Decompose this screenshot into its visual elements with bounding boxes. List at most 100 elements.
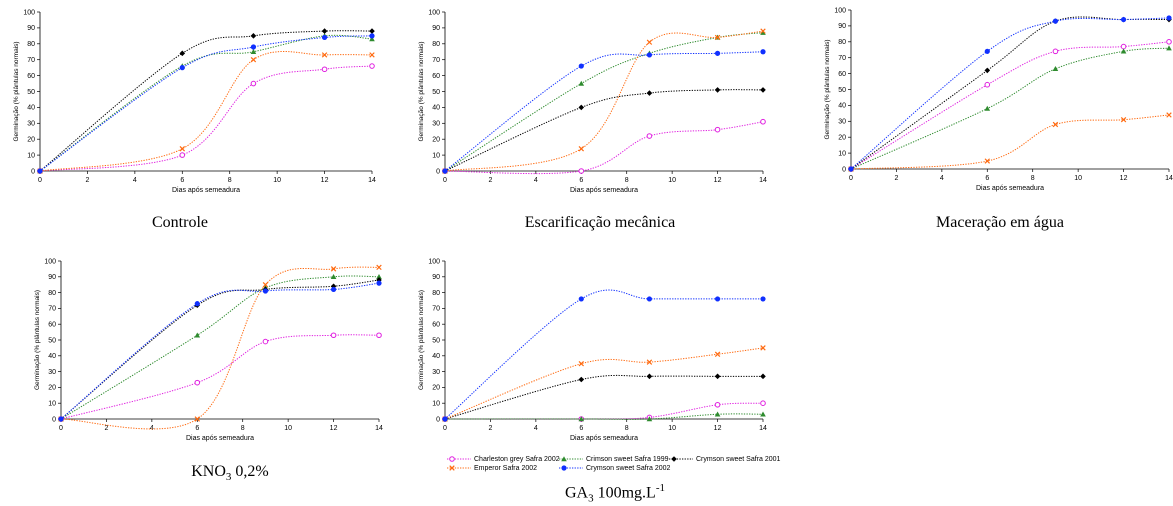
chart-3-series-4-point-3 <box>330 286 337 293</box>
chart-3-series-4-point-0 <box>58 416 64 422</box>
chart-2-ytick-label-7: 70 <box>838 55 846 62</box>
chart-4-ytick-label-1: 10 <box>432 401 440 408</box>
chart-4-series-4-line <box>444 289 763 420</box>
chart-2-series-0-point-3 <box>1120 43 1127 50</box>
chart-4-xtick-label-4: 8 <box>625 425 629 432</box>
chart-0-series-3-point-3 <box>321 52 328 58</box>
chart-0-series-4-point-1 <box>179 65 185 71</box>
chart-0-ytick-label-2: 20 <box>27 137 35 144</box>
chart-1-xlabel: Dias após semeadura <box>570 187 638 194</box>
chart-4-series-0-point-4 <box>760 400 766 407</box>
caption-ga3: GA3 100mg.L-1 <box>530 482 700 505</box>
chart-1-series-4-point-4 <box>760 49 766 55</box>
chart-3-ytick-label-3: 30 <box>48 369 56 376</box>
chart-4-series-2-point-2 <box>646 373 653 380</box>
chart-2-xtick-label-6: 12 <box>1120 175 1128 182</box>
chart-3-xtick-label-3: 6 <box>195 425 199 432</box>
chart-4-xtick-label-0: 0 <box>443 425 447 432</box>
chart-0-series-4-line <box>39 35 373 172</box>
chart-0-series-3-point-2 <box>250 56 257 63</box>
chart-1-ytick-label-8: 80 <box>432 41 440 48</box>
chart-3-series-1-line <box>60 275 380 420</box>
chart-3-xtick-label-5: 10 <box>284 425 292 432</box>
chart-4-series-3-point-4 <box>760 345 766 351</box>
chart-1-series-4-point-3 <box>714 50 721 56</box>
chart-3-series-3-point-1 <box>194 416 201 422</box>
chart-2-series-4-point-0 <box>848 166 854 172</box>
chart-2-series-2-line <box>850 16 1170 170</box>
chart-3-series-1-point-1 <box>194 332 201 338</box>
chart-4-series-4-point-2 <box>646 296 653 302</box>
chart-3-series-0-point-1 <box>194 379 201 386</box>
legend-marker-1 <box>559 456 583 462</box>
chart-3-xlabel: Dias após semeadura <box>186 435 254 442</box>
chart-0-series-1-point-2 <box>250 48 257 54</box>
chart-1-series-0-point-4 <box>760 118 766 125</box>
chart-1-series-2-point-4 <box>760 87 766 93</box>
chart-0-xtick-label-7: 14 <box>368 177 376 184</box>
chart-4-series-1-point-2 <box>646 416 653 422</box>
chart-0-series-4-point-0 <box>37 168 43 174</box>
legend-label-0: Charleston grey Safra 2002 <box>474 455 560 463</box>
chart-0-series-2-line <box>39 30 373 172</box>
chart-1-series-0-point-1 <box>578 168 585 174</box>
caption-controle: Controle <box>152 214 208 231</box>
legend-symbol-3 <box>449 465 455 471</box>
chart-4-series-3-point-2 <box>646 359 653 365</box>
chart-0-series-2-point-4 <box>369 28 375 34</box>
chart-2-xtick-label-7: 14 <box>1165 175 1173 182</box>
legend-item-4: Crymson sweet Safra 2002 <box>558 464 670 472</box>
chart-2-series-4-point-1 <box>984 48 990 54</box>
legend-symbol-4 <box>561 465 567 471</box>
chart-2-series-4-point-4 <box>1166 15 1172 21</box>
chart-2-series-1-point-4 <box>1166 45 1172 51</box>
chart-2-series-1-point-3 <box>1120 48 1127 54</box>
chart-0-series-3-point-4 <box>369 52 375 58</box>
chart-0-series-1-line <box>39 34 373 172</box>
chart-2-ytick-label-9: 90 <box>838 23 846 30</box>
chart-3-ylabel: Germinação (% plântulas normais) <box>34 290 41 390</box>
chart-2-ytick-label-0: 0 <box>842 166 846 173</box>
chart-2-series-4-line <box>850 17 1170 170</box>
chart-4-series-1-point-4 <box>760 411 766 417</box>
chart-1-series-3-point-1 <box>578 146 585 152</box>
chart-1-xtick-label-2: 4 <box>534 177 538 184</box>
caption-kno3-sub: 3 <box>225 471 232 484</box>
caption-kno3-main: KNO <box>191 463 226 480</box>
chart-1-ytick-label-10: 100 <box>428 9 440 16</box>
legend-label-1: Crimson sweet Safra 1999 <box>586 455 669 463</box>
chart-4-ytick-label-4: 40 <box>432 353 440 360</box>
chart-2-series-1-point-2 <box>1052 66 1059 72</box>
caption-escarificacao: Escarificação mecânica <box>524 214 676 231</box>
chart-2-series-3-line <box>850 114 1170 170</box>
chart-2-series-0-line <box>850 41 1170 170</box>
chart-0-series-4-point-4 <box>369 33 375 39</box>
chart-3-series-3-point-4 <box>376 264 382 271</box>
chart-4-series-2-point-4 <box>760 373 766 380</box>
chart-2-series-3-point-3 <box>1120 116 1127 123</box>
chart-1-series-2-point-3 <box>714 87 721 93</box>
chart-4-ytick-label-6: 60 <box>432 322 440 329</box>
chart-2-xlabel: Dias após semeadura <box>976 185 1044 192</box>
legend-symbol-2 <box>671 456 677 462</box>
chart-1-series-0-point-2 <box>646 133 653 139</box>
chart-4-ytick-label-9: 90 <box>432 274 440 281</box>
chart-2-ytick-label-1: 10 <box>838 150 846 157</box>
chart-0-series-2-point-2 <box>250 33 257 39</box>
chart-2-series-3-point-1 <box>984 158 991 164</box>
chart-3-xtick-label-6: 12 <box>330 425 338 432</box>
chart-3-series-0-point-4 <box>376 332 382 339</box>
chart-1-xtick-label-4: 8 <box>625 177 629 184</box>
chart-4-series-4-point-1 <box>578 296 584 302</box>
chart-1-ytick-label-5: 50 <box>432 89 440 96</box>
caption-ga3-main: GA <box>565 484 589 502</box>
chart-4-ytick-label-2: 20 <box>432 385 440 392</box>
chart-1-xtick-label-1: 2 <box>488 177 492 184</box>
chart-4-series-2-line <box>444 374 763 420</box>
chart-3-series-0-point-3 <box>330 332 337 339</box>
legend-marker-0 <box>447 456 471 462</box>
chart-3-series-4-point-4 <box>376 280 382 286</box>
chart-4-series-3-point-1 <box>578 360 585 367</box>
chart-3-ytick-label-0: 0 <box>52 416 56 423</box>
chart-0-ytick-label-4: 40 <box>27 105 35 112</box>
